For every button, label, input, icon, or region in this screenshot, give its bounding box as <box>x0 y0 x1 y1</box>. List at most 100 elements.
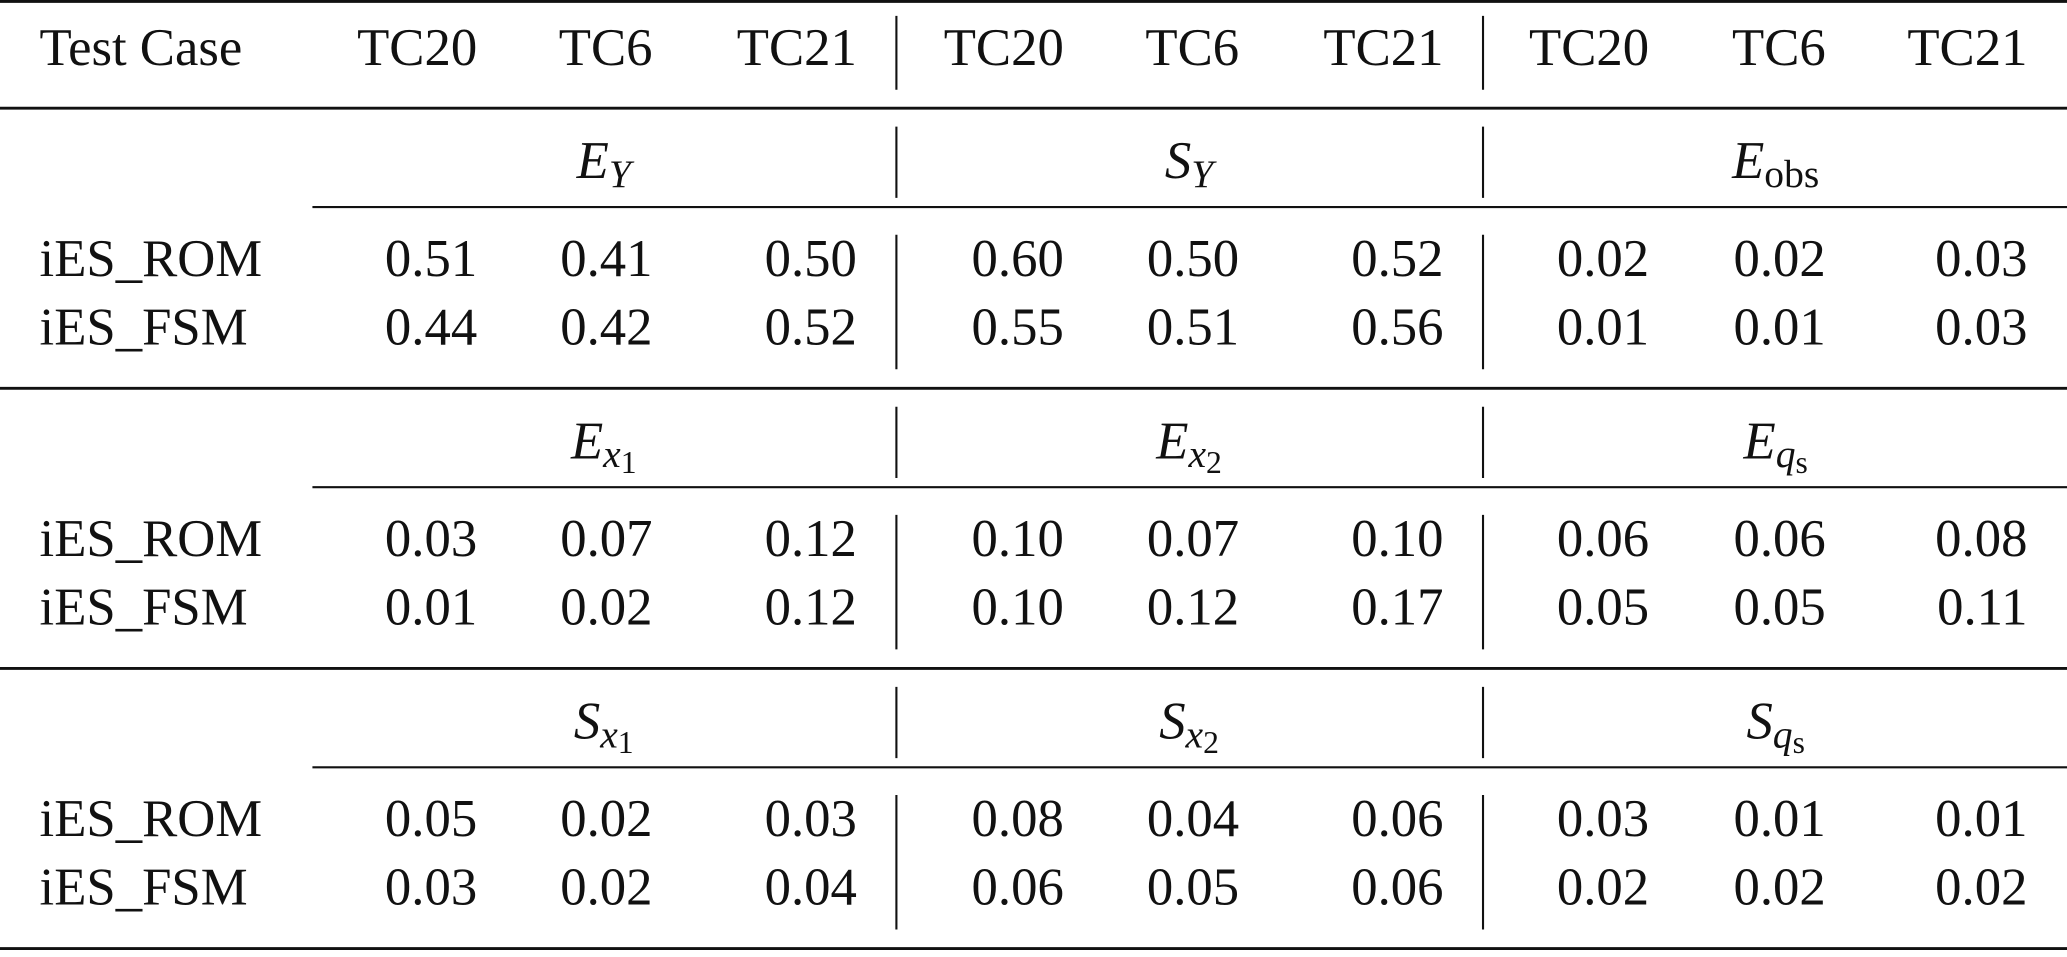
cell: 0.12 <box>765 510 857 568</box>
cell: 0.12 <box>1147 579 1239 637</box>
header-cell: TC21 <box>1907 19 2027 77</box>
symbol: E <box>1743 412 1776 470</box>
cell: 0.01 <box>1733 298 1825 356</box>
cell: 0.44 <box>385 298 477 356</box>
row-label: iES_ROM <box>40 510 263 568</box>
header-cell: TC21 <box>1323 19 1443 77</box>
group-label: Sqs <box>1746 693 1804 761</box>
cell: 0.04 <box>765 859 857 917</box>
group-label: Eqs <box>1743 412 1808 480</box>
header-cell: TC6 <box>1732 19 1826 77</box>
cell: 0.51 <box>1147 298 1239 356</box>
cell: 0.02 <box>1935 859 2027 917</box>
cell: 0.05 <box>1733 579 1825 637</box>
cell: 0.04 <box>1147 790 1239 848</box>
cell: 0.52 <box>765 298 857 356</box>
subscript: q <box>1776 432 1796 476</box>
cell: 0.02 <box>560 859 652 917</box>
cell: 0.01 <box>1733 790 1825 848</box>
sub-subscript: s <box>1795 445 1807 480</box>
symbol: S <box>1165 132 1191 190</box>
symbol: E <box>1155 412 1188 470</box>
row-label: iES_ROM <box>40 230 263 288</box>
sub-subscript: 2 <box>1203 726 1219 761</box>
cell: 0.60 <box>972 230 1064 288</box>
cell: 0.02 <box>1557 230 1649 288</box>
cell: 0.02 <box>1733 230 1825 288</box>
header-cell: TC20 <box>1529 19 1649 77</box>
cell: 0.01 <box>385 579 477 637</box>
symbol: E <box>576 132 609 190</box>
cell: 0.06 <box>1351 790 1443 848</box>
cell: 0.08 <box>972 790 1064 848</box>
cell: 0.02 <box>1733 859 1825 917</box>
header-cell: Test Case <box>40 19 243 77</box>
row-label: iES_FSM <box>40 859 248 917</box>
sub-subscript: 2 <box>1206 445 1222 480</box>
cell: 0.03 <box>1935 298 2027 356</box>
group-label: Sx2 <box>1159 693 1219 761</box>
cell: 0.11 <box>1937 579 2027 637</box>
header-cell: TC20 <box>944 19 1064 77</box>
subscript: Y <box>1191 152 1217 196</box>
group-label: Sx1 <box>574 693 634 761</box>
header-cell: TC21 <box>737 19 857 77</box>
cell: 0.10 <box>972 579 1064 637</box>
symbol: E <box>1731 132 1764 190</box>
cell: 0.50 <box>765 230 857 288</box>
group-label: Ex1 <box>570 412 637 480</box>
cell: 0.05 <box>385 790 477 848</box>
cell: 0.56 <box>1351 298 1443 356</box>
sub-subscript: s <box>1793 726 1805 761</box>
cell: 0.01 <box>1935 790 2027 848</box>
subscript: x <box>602 432 621 476</box>
header-cell: TC6 <box>1145 19 1239 77</box>
group-label: Ex2 <box>1155 412 1222 480</box>
subscript: x <box>1185 712 1204 756</box>
row-label: iES_ROM <box>40 790 263 848</box>
cell: 0.02 <box>560 579 652 637</box>
subscript: q <box>1773 712 1793 756</box>
cell: 0.10 <box>1351 510 1443 568</box>
symbol: S <box>1746 693 1772 751</box>
cell: 0.17 <box>1351 579 1443 637</box>
cell: 0.03 <box>385 859 477 917</box>
group-label: Eobs <box>1731 132 1819 196</box>
cell: 0.06 <box>1557 510 1649 568</box>
sub-subscript: 1 <box>621 445 637 480</box>
row-label: iES_FSM <box>40 298 248 356</box>
cell: 0.03 <box>1935 230 2027 288</box>
cell: 0.55 <box>972 298 1064 356</box>
cell: 0.06 <box>972 859 1064 917</box>
group-label: EY <box>576 132 635 196</box>
cell: 0.08 <box>1935 510 2027 568</box>
cell: 0.41 <box>560 230 652 288</box>
subscript: x <box>1187 432 1206 476</box>
header-cell: TC20 <box>357 19 477 77</box>
cell: 0.51 <box>385 230 477 288</box>
cell: 0.10 <box>972 510 1064 568</box>
cell: 0.05 <box>1557 579 1649 637</box>
symbol: S <box>574 693 600 751</box>
subscript: x <box>599 712 618 756</box>
cell: 0.03 <box>385 510 477 568</box>
header-cell: TC6 <box>559 19 653 77</box>
sub-subscript: 1 <box>618 726 634 761</box>
cell: 0.02 <box>560 790 652 848</box>
cell: 0.01 <box>1557 298 1649 356</box>
cell: 0.06 <box>1733 510 1825 568</box>
cell: 0.12 <box>765 579 857 637</box>
subscript: Y <box>609 152 635 196</box>
cell: 0.06 <box>1351 859 1443 917</box>
symbol: S <box>1159 693 1185 751</box>
cell: 0.05 <box>1147 859 1239 917</box>
cell: 0.50 <box>1147 230 1239 288</box>
symbol: E <box>570 412 603 470</box>
cell: 0.07 <box>560 510 652 568</box>
cell: 0.02 <box>1557 859 1649 917</box>
subscript: obs <box>1764 152 1819 196</box>
cell: 0.52 <box>1351 230 1443 288</box>
row-label: iES_FSM <box>40 579 248 637</box>
